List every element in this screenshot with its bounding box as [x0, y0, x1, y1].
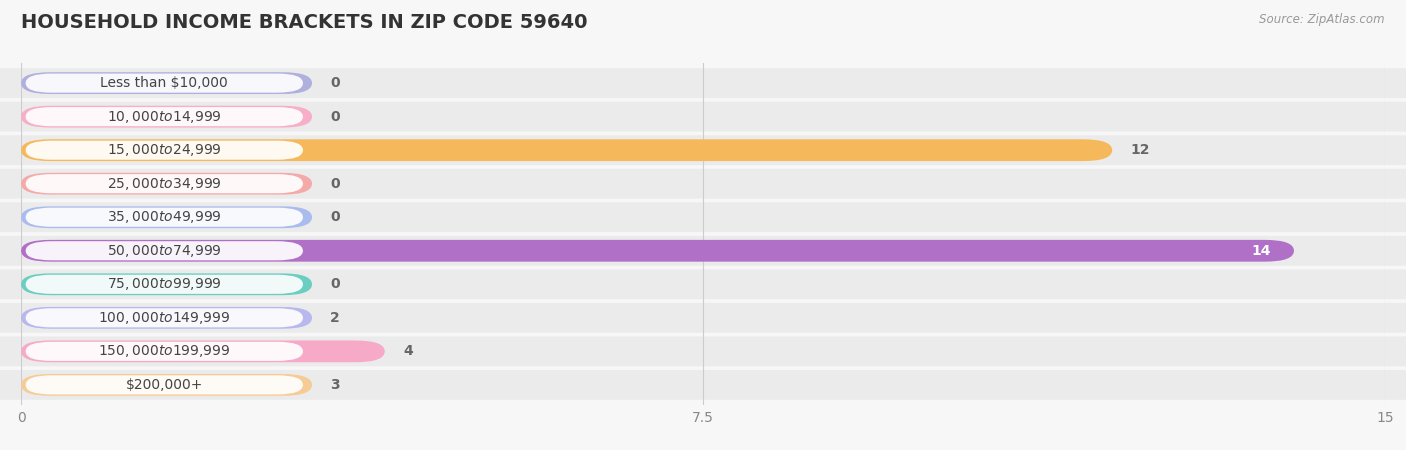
Text: $25,000 to $34,999: $25,000 to $34,999 [107, 176, 222, 192]
Text: 0: 0 [330, 76, 340, 90]
FancyBboxPatch shape [0, 202, 1406, 232]
FancyBboxPatch shape [21, 240, 1294, 261]
FancyBboxPatch shape [0, 370, 1406, 400]
FancyBboxPatch shape [25, 208, 302, 227]
FancyBboxPatch shape [21, 140, 1112, 161]
FancyBboxPatch shape [21, 106, 312, 127]
Text: $150,000 to $199,999: $150,000 to $199,999 [98, 343, 231, 360]
FancyBboxPatch shape [25, 140, 302, 160]
FancyBboxPatch shape [21, 374, 312, 396]
Text: $10,000 to $14,999: $10,000 to $14,999 [107, 108, 222, 125]
Text: $200,000+: $200,000+ [125, 378, 202, 392]
Text: $35,000 to $49,999: $35,000 to $49,999 [107, 209, 222, 225]
Text: 0: 0 [330, 177, 340, 191]
FancyBboxPatch shape [21, 72, 312, 94]
Text: HOUSEHOLD INCOME BRACKETS IN ZIP CODE 59640: HOUSEHOLD INCOME BRACKETS IN ZIP CODE 59… [21, 14, 588, 32]
FancyBboxPatch shape [25, 241, 302, 260]
FancyBboxPatch shape [21, 173, 312, 194]
FancyBboxPatch shape [0, 270, 1406, 299]
FancyBboxPatch shape [21, 307, 312, 328]
Text: 0: 0 [330, 110, 340, 124]
Text: 0: 0 [330, 210, 340, 224]
Text: 4: 4 [404, 344, 413, 358]
Text: $50,000 to $74,999: $50,000 to $74,999 [107, 243, 222, 259]
FancyBboxPatch shape [25, 174, 302, 193]
Text: $100,000 to $149,999: $100,000 to $149,999 [98, 310, 231, 326]
FancyBboxPatch shape [0, 135, 1406, 165]
Text: $15,000 to $24,999: $15,000 to $24,999 [107, 142, 222, 158]
FancyBboxPatch shape [0, 102, 1406, 131]
FancyBboxPatch shape [25, 275, 302, 294]
FancyBboxPatch shape [0, 303, 1406, 333]
FancyBboxPatch shape [0, 236, 1406, 266]
Text: $75,000 to $99,999: $75,000 to $99,999 [107, 276, 222, 292]
Text: 14: 14 [1251, 244, 1271, 258]
Text: 2: 2 [330, 311, 340, 325]
FancyBboxPatch shape [0, 68, 1406, 98]
FancyBboxPatch shape [21, 274, 312, 295]
FancyBboxPatch shape [21, 207, 312, 228]
FancyBboxPatch shape [25, 107, 302, 126]
FancyBboxPatch shape [25, 342, 302, 361]
Text: 12: 12 [1130, 143, 1150, 157]
FancyBboxPatch shape [0, 169, 1406, 198]
FancyBboxPatch shape [25, 73, 302, 93]
FancyBboxPatch shape [25, 308, 302, 328]
FancyBboxPatch shape [25, 375, 302, 395]
FancyBboxPatch shape [21, 341, 385, 362]
FancyBboxPatch shape [0, 337, 1406, 366]
Text: 3: 3 [330, 378, 340, 392]
Text: 0: 0 [330, 277, 340, 291]
Text: Less than $10,000: Less than $10,000 [100, 76, 228, 90]
Text: Source: ZipAtlas.com: Source: ZipAtlas.com [1260, 14, 1385, 27]
